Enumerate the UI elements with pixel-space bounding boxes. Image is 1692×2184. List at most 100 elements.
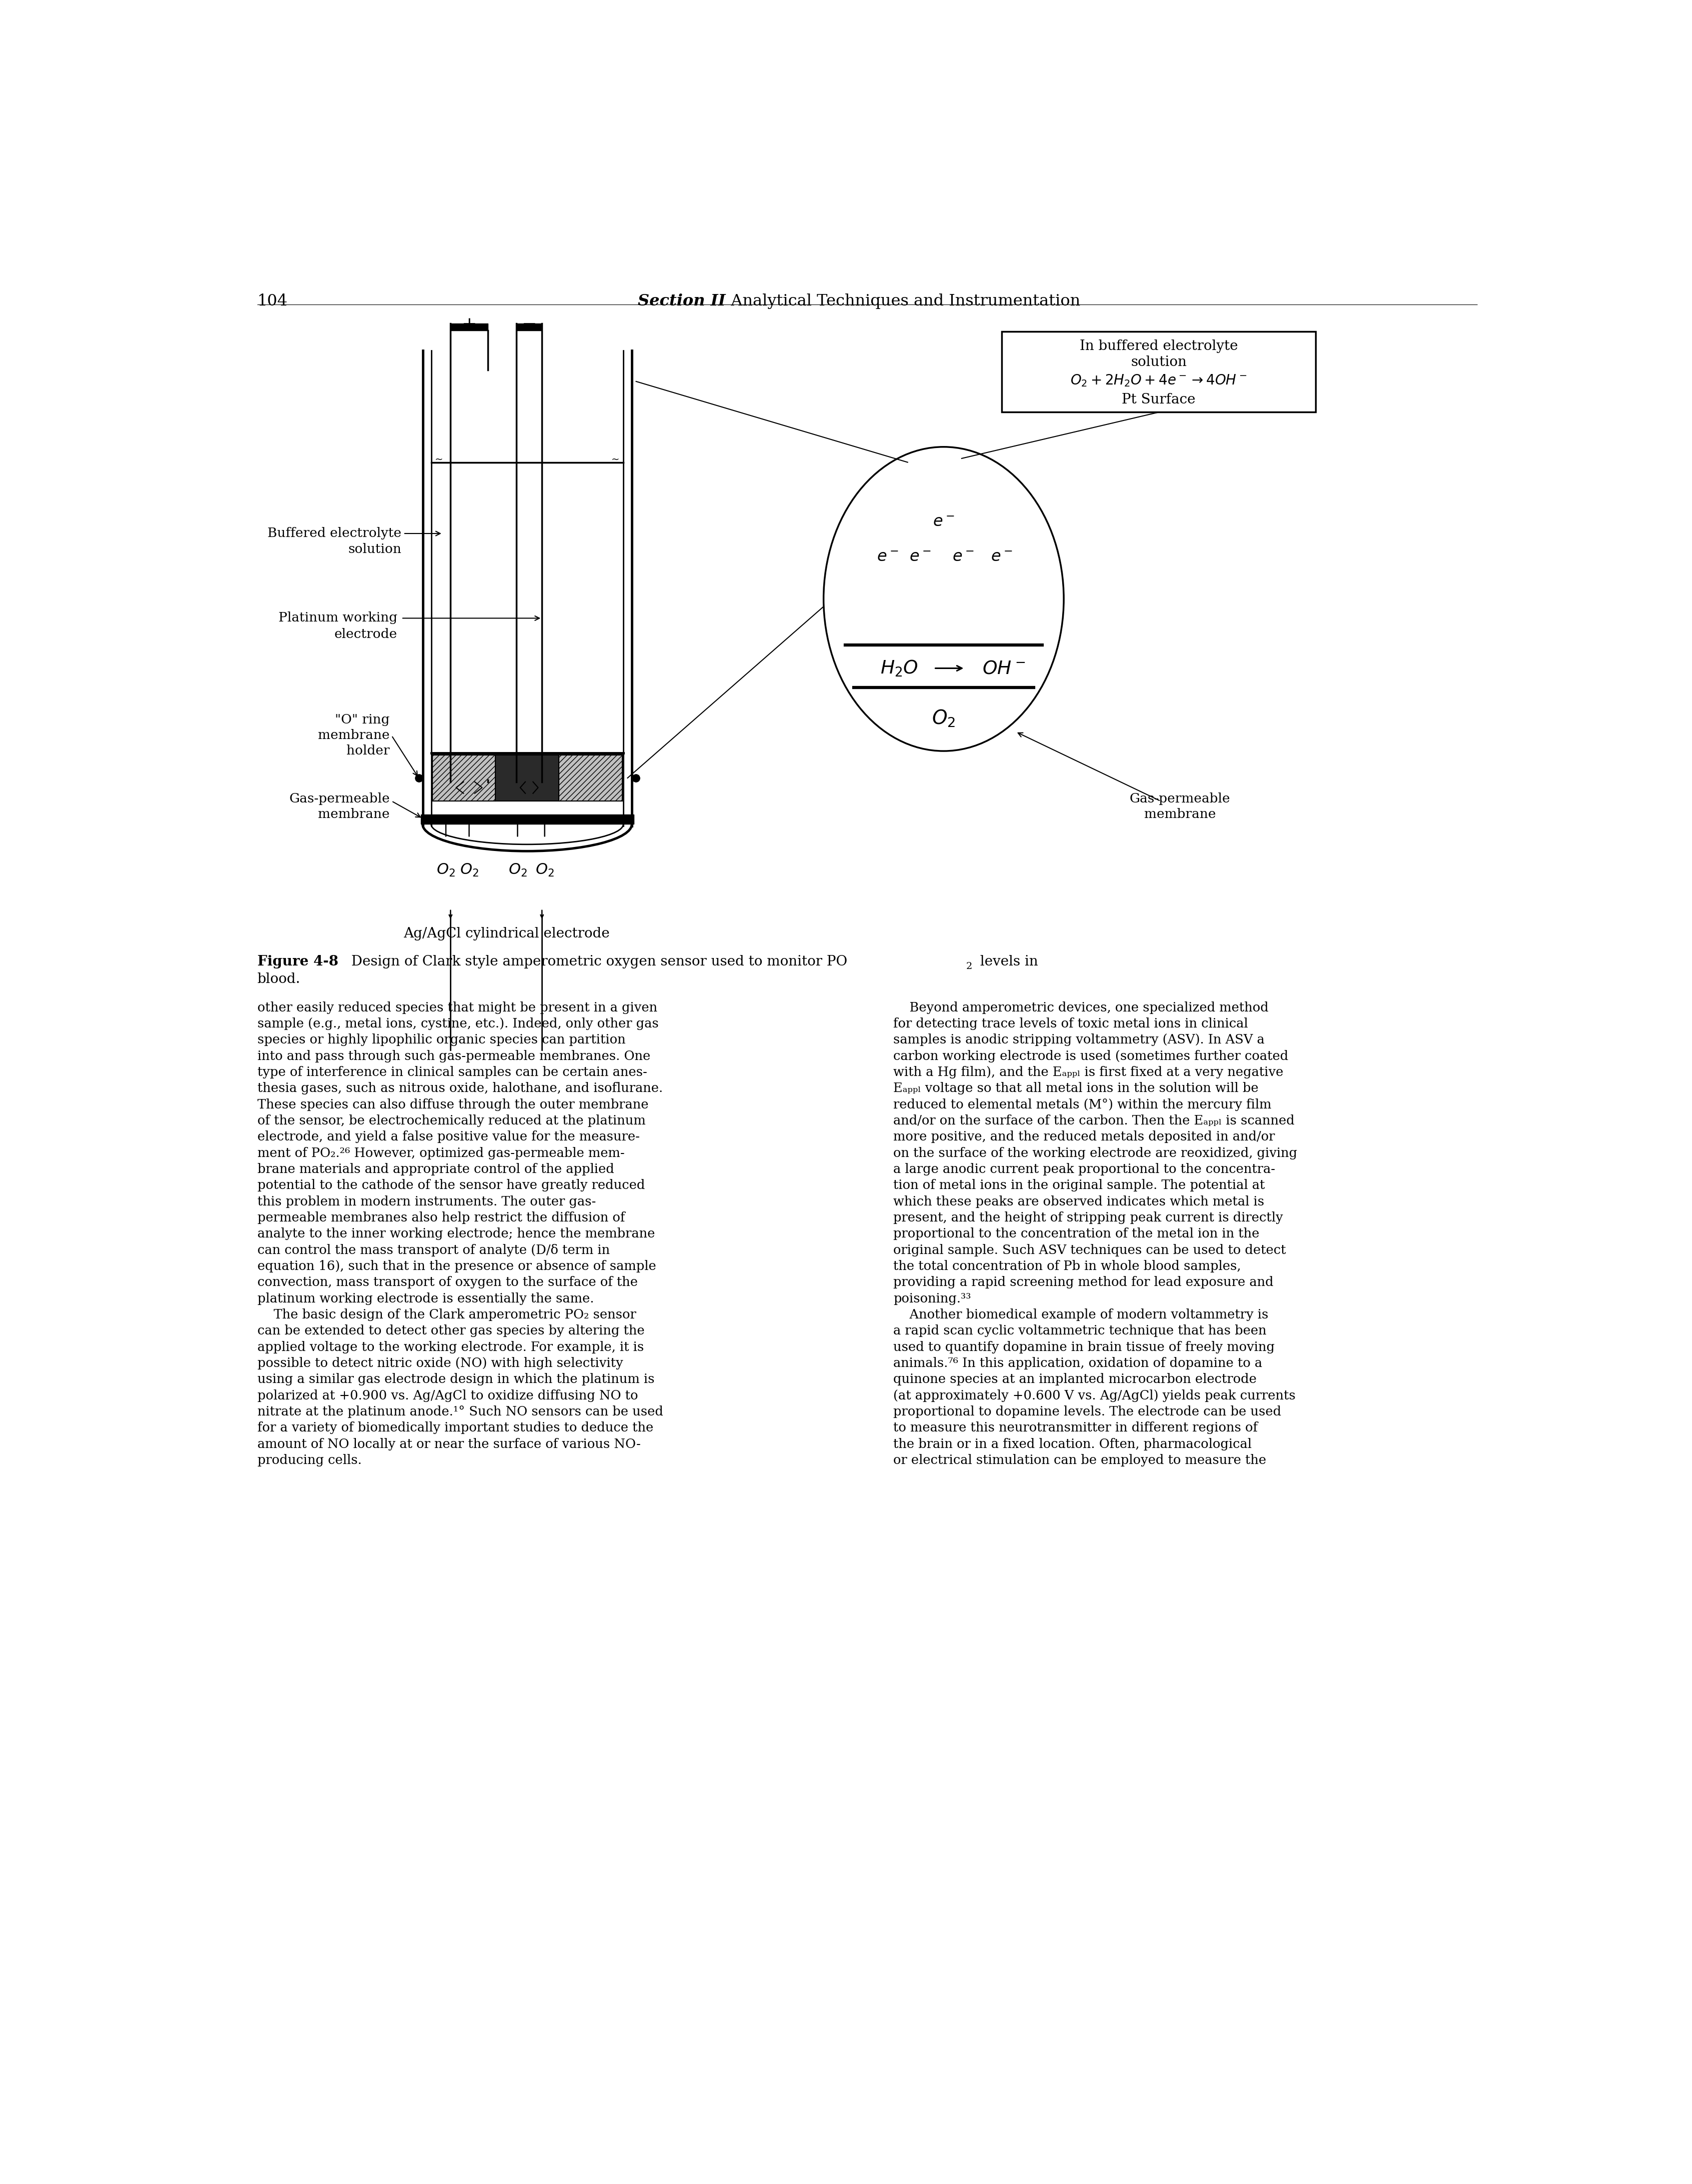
Text: species or highly lipophilic organic species can partition: species or highly lipophilic organic spe… [257,1033,626,1046]
Text: or electrical stimulation can be employed to measure the: or electrical stimulation can be employe… [893,1455,1266,1465]
Bar [450,323,487,330]
Text: ment of PO₂.²⁶ However, optimized gas-permeable mem-: ment of PO₂.²⁶ However, optimized gas-pe… [257,1147,624,1160]
Text: and/or on the surface of the carbon. Then the Eₐₚₚₗ is scanned: and/or on the surface of the carbon. The… [893,1114,1294,1127]
Bar [1002,332,1316,413]
Text: electrode: electrode [335,627,398,640]
Text: blood.: blood. [257,972,301,985]
Bar [431,352,623,821]
Text: to measure this neurotransmitter in different regions of: to measure this neurotransmitter in diff… [893,1422,1257,1435]
Text: samples is anodic stripping voltammetry (ASV). In ASV a: samples is anodic stripping voltammetry … [893,1033,1264,1046]
Text: present, and the height of stripping peak current is directly: present, and the height of stripping pea… [893,1212,1283,1223]
Text: solution: solution [349,544,401,555]
Text: type of interference in clinical samples can be certain anes-: type of interference in clinical samples… [257,1066,646,1079]
Text: (at approximately +0.600 V vs. Ag/AgCl) yields peak currents: (at approximately +0.600 V vs. Ag/AgCl) … [893,1389,1296,1402]
Text: into and pass through such gas-permeable membranes. One: into and pass through such gas-permeable… [257,1051,650,1061]
Text: original sample. Such ASV techniques can be used to detect: original sample. Such ASV techniques can… [893,1245,1286,1256]
Text: sample (e.g., metal ions, cystine, etc.). Indeed, only other gas: sample (e.g., metal ions, cystine, etc.)… [257,1018,658,1031]
Text: nitrate at the platinum anode.¹° Such NO sensors can be used: nitrate at the platinum anode.¹° Such NO… [257,1406,663,1417]
Text: $e^-$: $e^-$ [932,513,954,531]
Text: of the sensor, be electrochemically reduced at the platinum: of the sensor, be electrochemically redu… [257,1114,645,1127]
Bar [558,756,623,802]
Text: other easily reduced species that might be present in a given: other easily reduced species that might … [257,1000,656,1013]
Text: platinum working electrode is essentially the same.: platinum working electrode is essentiall… [257,1293,594,1304]
Text: $e^-$: $e^-$ [992,548,1014,563]
Text: thesia gases, such as nitrous oxide, halothane, and isoflurane.: thesia gases, such as nitrous oxide, hal… [257,1081,663,1094]
Text: Buffered electrolyte: Buffered electrolyte [267,526,401,539]
Text: 2: 2 [966,961,973,972]
Text: using a similar gas electrode design in which the platinum is: using a similar gas electrode design in … [257,1374,655,1385]
Text: "O" ring: "O" ring [335,714,389,727]
Text: electrode, and yield a false positive value for the measure-: electrode, and yield a false positive va… [257,1131,640,1142]
Text: membrane: membrane [318,729,389,743]
Text: can be extended to detect other gas species by altering the: can be extended to detect other gas spec… [257,1326,645,1337]
Text: solution: solution [1130,356,1186,369]
Bar [516,323,541,330]
Bar [421,815,634,823]
Text: proportional to the concentration of the metal ion in the: proportional to the concentration of the… [893,1227,1259,1241]
Bar [496,756,558,802]
Text: $e^-$: $e^-$ [909,548,931,563]
Text: brane materials and appropriate control of the applied: brane materials and appropriate control … [257,1162,614,1175]
Text: tion of metal ions in the original sample. The potential at: tion of metal ions in the original sampl… [893,1179,1266,1192]
Text: this problem in modern instruments. The outer gas-: this problem in modern instruments. The … [257,1195,596,1208]
Text: $H_2O$: $H_2O$ [880,660,919,677]
Text: convection, mass transport of oxygen to the surface of the: convection, mass transport of oxygen to … [257,1275,638,1289]
Text: membrane: membrane [318,808,389,821]
Text: reduced to elemental metals (M°) within the mercury film: reduced to elemental metals (M°) within … [893,1099,1271,1112]
Text: $e^-$: $e^-$ [953,548,975,563]
Text: $O_2$: $O_2$ [460,863,479,878]
Text: equation 16), such that in the presence or absence of sample: equation 16), such that in the presence … [257,1260,656,1273]
Text: the total concentration of Pb in whole blood samples,: the total concentration of Pb in whole b… [893,1260,1240,1273]
Text: $O_2 + 2H_2O + 4e^- \rightarrow 4OH^-$: $O_2 + 2H_2O + 4e^- \rightarrow 4OH^-$ [1071,373,1247,389]
Text: for a variety of biomedically important studies to deduce the: for a variety of biomedically important … [257,1422,653,1435]
Text: $O_2$: $O_2$ [437,863,455,878]
Text: can control the mass transport of analyte (D/δ term in: can control the mass transport of analyt… [257,1245,609,1256]
Ellipse shape [824,448,1064,751]
Bar [433,756,496,802]
Text: Design of Clark style amperometric oxygen sensor used to monitor PO: Design of Clark style amperometric oxyge… [342,954,848,968]
Text: $O_2$: $O_2$ [932,708,956,729]
Text: used to quantify dopamine in brain tissue of freely moving: used to quantify dopamine in brain tissu… [893,1341,1274,1354]
Text: proportional to dopamine levels. The electrode can be used: proportional to dopamine levels. The ele… [893,1406,1281,1417]
Text: The basic design of the Clark amperometric PO₂ sensor: The basic design of the Clark amperometr… [257,1308,636,1321]
Text: Analytical Techniques and Instrumentation: Analytical Techniques and Instrumentatio… [721,293,1081,310]
Text: which these peaks are observed indicates which metal is: which these peaks are observed indicates… [893,1195,1264,1208]
Text: the brain or in a fixed location. Often, pharmacological: the brain or in a fixed location. Often,… [893,1437,1252,1450]
Text: possible to detect nitric oxide (NO) with high selectivity: possible to detect nitric oxide (NO) wit… [257,1356,623,1369]
Text: $OH^-$: $OH^-$ [981,660,1025,677]
Text: holder: holder [347,745,389,758]
Text: producing cells.: producing cells. [257,1455,362,1465]
Text: Pt Surface: Pt Surface [1122,393,1196,406]
Text: Eₐₚₚₗ voltage so that all metal ions in the solution will be: Eₐₚₚₗ voltage so that all metal ions in … [893,1081,1259,1094]
Text: Ag/AgCl cylindrical electrode: Ag/AgCl cylindrical electrode [404,928,609,941]
Text: Gas-permeable: Gas-permeable [1130,793,1230,806]
Text: carbon working electrode is used (sometimes further coated: carbon working electrode is used (someti… [893,1051,1288,1061]
Text: $O_2$: $O_2$ [508,863,526,878]
Text: potential to the cathode of the sensor have greatly reduced: potential to the cathode of the sensor h… [257,1179,645,1192]
Text: amount of NO locally at or near the surface of various NO-: amount of NO locally at or near the surf… [257,1437,641,1450]
Text: providing a rapid screening method for lead exposure and: providing a rapid screening method for l… [893,1275,1274,1289]
Text: Figure 4-8: Figure 4-8 [257,954,338,968]
Text: poisoning.³³: poisoning.³³ [893,1293,971,1304]
Text: a rapid scan cyclic voltammetric technique that has been: a rapid scan cyclic voltammetric techniq… [893,1326,1267,1337]
Text: a large anodic current peak proportional to the concentra-: a large anodic current peak proportional… [893,1162,1276,1175]
Text: levels in: levels in [976,954,1039,968]
Text: polarized at +0.900 vs. Ag/AgCl to oxidize diffusing NO to: polarized at +0.900 vs. Ag/AgCl to oxidi… [257,1389,638,1402]
Text: These species can also diffuse through the outer membrane: These species can also diffuse through t… [257,1099,648,1112]
Text: on the surface of the working electrode are reoxidized, giving: on the surface of the working electrode … [893,1147,1298,1160]
Text: 104: 104 [257,293,288,310]
Text: applied voltage to the working electrode. For example, it is: applied voltage to the working electrode… [257,1341,643,1354]
Text: permeable membranes also help restrict the diffusion of: permeable membranes also help restrict t… [257,1212,624,1223]
Text: with a Hg film), and the Eₐₚₚₗ is first fixed at a very negative: with a Hg film), and the Eₐₚₚₗ is first … [893,1066,1284,1079]
Text: more positive, and the reduced metals deposited in and/or: more positive, and the reduced metals de… [893,1131,1276,1142]
Text: Section II: Section II [638,293,726,310]
Text: animals.⁷⁶ In this application, oxidation of dopamine to a: animals.⁷⁶ In this application, oxidatio… [893,1356,1262,1369]
Text: Another biomedical example of modern voltammetry is: Another biomedical example of modern vol… [893,1308,1269,1321]
Text: quinone species at an implanted microcarbon electrode: quinone species at an implanted microcar… [893,1374,1257,1385]
Text: Gas-permeable: Gas-permeable [289,793,389,806]
Text: $O_2$: $O_2$ [535,863,553,878]
Text: −: − [521,317,536,332]
Text: for detecting trace levels of toxic metal ions in clinical: for detecting trace levels of toxic meta… [893,1018,1249,1031]
Text: +: + [462,317,477,332]
Text: membrane: membrane [1144,808,1217,821]
